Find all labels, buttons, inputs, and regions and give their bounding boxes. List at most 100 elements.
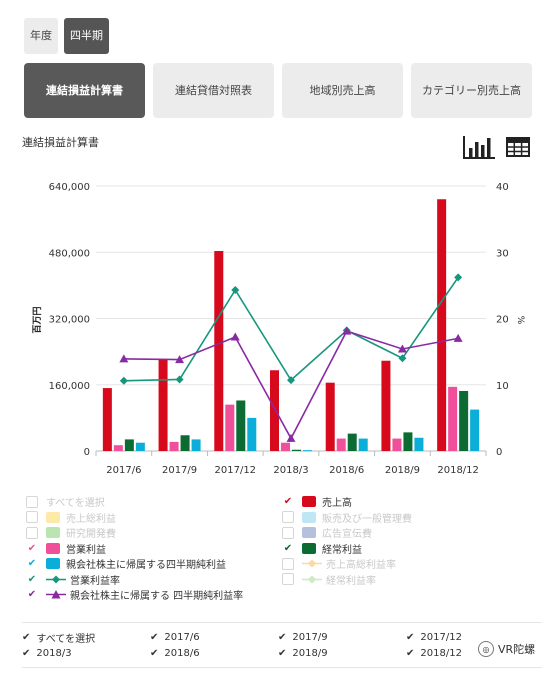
x-tick-label: 2018/9 <box>385 465 420 476</box>
check-icon: ✔ <box>278 631 287 643</box>
filter-item[interactable]: ✔ 2018/3 <box>22 648 150 659</box>
y-right-axis-label: % <box>515 316 525 325</box>
x-tick-label: 2018/3 <box>273 465 308 476</box>
check-icon: ✔ <box>278 647 287 659</box>
legend-label: 売上高総利益率 <box>326 560 396 572</box>
legend-item[interactable]: ✔ 親会社株主に帰属する 四半期純利益率 <box>26 587 282 603</box>
filter-label: 2018/6 <box>164 647 200 659</box>
table-icon[interactable] <box>506 137 530 157</box>
filter-item[interactable]: ✔ 2017/12 <box>406 632 534 643</box>
legend-label: 販売及び一般管理費 <box>322 513 412 525</box>
bar <box>135 442 145 451</box>
filter-row: ✔ すべてを選択 ✔ 2017/6 ✔ 2017/9 ✔ 2017/12 <box>22 629 542 645</box>
check-icon: ✔ <box>406 631 415 643</box>
y-right-tick-label: 20 <box>496 315 509 326</box>
filter-item[interactable]: ✔ 2018/12 <box>406 648 534 659</box>
legend-label: 研究開発費 <box>66 529 116 541</box>
filter-item[interactable]: ✔ 2017/6 <box>150 632 278 643</box>
legend-item[interactable]: すべてを選択 <box>26 494 282 510</box>
bar <box>403 432 413 451</box>
bar <box>191 439 201 451</box>
bar <box>358 438 368 451</box>
bar <box>292 449 301 451</box>
legend-item[interactable]: 販売及び一般管理費 <box>282 510 412 526</box>
bar <box>325 382 335 451</box>
bar <box>158 359 168 451</box>
tab-sales-by-category[interactable]: カテゴリー別売上高 <box>411 63 532 118</box>
tab-income-statement[interactable]: 連結損益計算書 <box>24 63 145 118</box>
filter-label: 2017/12 <box>420 631 462 643</box>
legend-checkbox[interactable] <box>282 557 294 570</box>
line-point <box>453 333 463 342</box>
legend-item[interactable]: ✔ 経常利益 <box>282 541 362 557</box>
legend-checkbox[interactable] <box>282 511 294 524</box>
line-point <box>119 376 128 385</box>
y-right-tick-label: 10 <box>496 381 509 392</box>
line-point <box>397 344 407 353</box>
line-point <box>398 354 407 363</box>
check-icon: ✔ <box>406 647 415 659</box>
legend-item[interactable]: ✔ 売上高 <box>282 494 352 510</box>
legend-label: 営業利益 <box>66 544 106 556</box>
line-point <box>342 326 352 335</box>
legend-label: すべてを選択 <box>46 498 105 510</box>
filter-label: 2017/9 <box>292 631 328 643</box>
filter-item[interactable]: ✔ 2018/9 <box>278 648 406 659</box>
bar <box>392 438 402 451</box>
line-point <box>286 433 296 442</box>
period-annual-button[interactable]: 年度 <box>24 18 58 54</box>
bar <box>113 445 123 451</box>
legend-line-marker <box>46 575 66 584</box>
check-icon: ✔ <box>27 573 37 585</box>
y-right-tick-label: 0 <box>496 447 502 458</box>
view-icons <box>462 134 530 160</box>
y-left-tick-label: 640,000 <box>49 182 90 193</box>
bar <box>124 439 134 451</box>
bar <box>270 370 279 451</box>
legend-swatch <box>302 527 316 539</box>
tab-sales-by-region[interactable]: 地域別売上高 <box>282 63 403 118</box>
filter-item[interactable]: ✔ 2018/6 <box>150 648 278 659</box>
y-left-tick-label: 320,000 <box>49 315 90 326</box>
check-icon: ✔ <box>22 631 31 643</box>
legend-row: すべてを選択 ✔ 売上高 <box>26 494 546 510</box>
y-left-tick-label: 0 <box>84 447 90 458</box>
watermark: ◎ VR陀螺 <box>478 641 535 657</box>
legend-checkbox[interactable] <box>26 495 38 508</box>
legend-swatch <box>302 542 316 554</box>
period-quarterly-button[interactable]: 四半期 <box>64 18 109 54</box>
legend-item[interactable]: 広告宣伝費 <box>282 525 372 541</box>
legend-label: 売上総利益 <box>66 513 116 525</box>
legend-item[interactable]: ✔ 営業利益率 <box>26 572 282 588</box>
check-icon: ✔ <box>283 496 293 508</box>
legend-swatch <box>302 496 316 508</box>
line-point <box>175 375 184 384</box>
x-tick-label: 2018/6 <box>329 465 364 476</box>
legend-row: 売上総利益 販売及び一般管理費 <box>26 510 546 526</box>
x-tick-label: 2017/12 <box>215 465 257 476</box>
legend-item[interactable]: 売上総利益 <box>26 510 282 526</box>
bar-chart-icon[interactable] <box>462 134 496 160</box>
bar <box>336 438 346 451</box>
legend-checkbox[interactable] <box>282 573 294 586</box>
legend-checkbox[interactable] <box>282 526 294 539</box>
legend-item[interactable]: 研究開発費 <box>26 525 282 541</box>
series-line <box>123 276 459 382</box>
legend-label: 広告宣伝費 <box>322 529 372 541</box>
filter-item[interactable]: ✔ すべてを選択 <box>22 630 150 645</box>
legend-label: 営業利益率 <box>70 575 120 587</box>
income-statement-chart: 0 160,000 320,000 480,000 640,000 0 10 20 30 40 百万… <box>32 182 525 476</box>
tab-balance-sheet[interactable]: 連結貸借対照表 <box>153 63 274 118</box>
legend-item[interactable]: ✔ 親会社株主に帰属する四半期純利益 <box>26 556 282 572</box>
filter-item[interactable]: ✔ 2017/9 <box>278 632 406 643</box>
legend-item[interactable]: 経常利益率 <box>282 572 376 588</box>
y-left-tick-label: 160,000 <box>49 381 90 392</box>
legend-item[interactable]: ✔ 営業利益 <box>26 541 282 557</box>
legend-swatch <box>46 511 60 523</box>
line-point <box>230 332 240 341</box>
legend-checkbox[interactable] <box>26 526 38 539</box>
line-point <box>119 354 129 363</box>
chart-legend: すべてを選択 ✔ 売上高 売上総利益 販売及び一般管理費 研究開発費 広告宣伝費 ✔ 営業利益 ✔… <box>26 494 546 603</box>
legend-checkbox[interactable] <box>26 511 38 524</box>
legend-item[interactable]: 売上高総利益率 <box>282 556 396 572</box>
